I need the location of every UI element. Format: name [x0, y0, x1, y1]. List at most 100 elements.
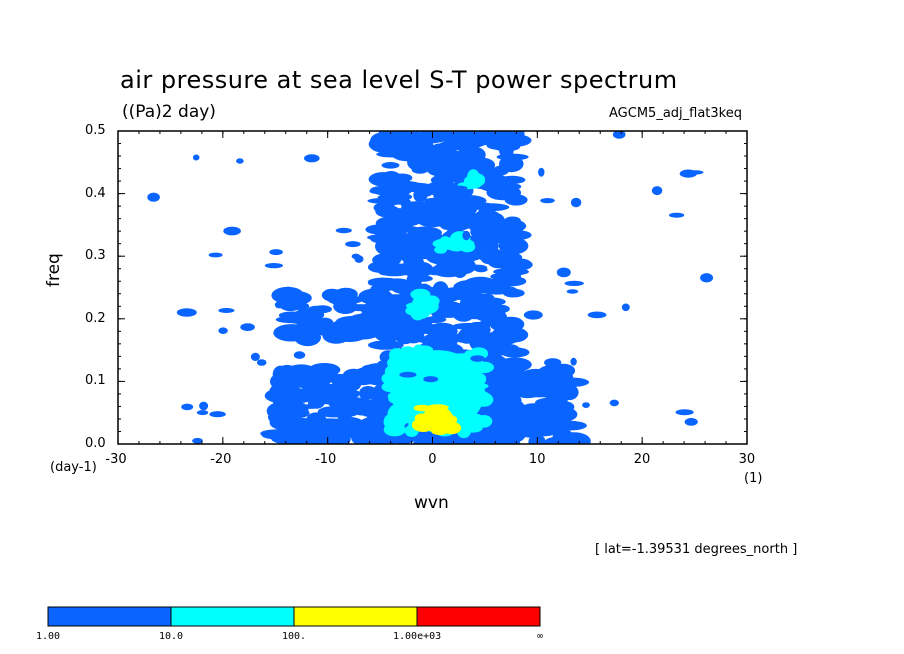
contour-level-1-patch: [147, 192, 160, 202]
contour-level-1-blob: [442, 202, 458, 211]
colorbar-level-label: ∞: [537, 631, 544, 642]
contour-level-1-patch: [196, 410, 209, 416]
contour-level-1-blob: [412, 433, 431, 440]
colorbar-level-label: 100.: [282, 631, 307, 642]
y-tick-label: 0.0: [85, 436, 106, 451]
x-tick-label: -20: [210, 452, 232, 467]
contour-level-1-patch: [406, 206, 416, 214]
contour-level-1-patch: [609, 399, 619, 407]
contour-level-1-patch: [176, 308, 197, 317]
colorbar-segment: [171, 607, 294, 626]
contour-level-1-blob: [449, 288, 481, 301]
x-tick-label: 0: [428, 452, 437, 467]
y-axis-unit: (day-1): [50, 460, 97, 475]
plot-area: [147, 131, 714, 444]
colorbar-segment: [48, 607, 171, 626]
contour-level-1-blob: [557, 432, 591, 444]
contour-level-1-patch: [523, 310, 543, 320]
contour-level-1-patch: [570, 357, 577, 366]
contour-level-1-blob: [477, 207, 495, 219]
contour-level-1-blob: [367, 261, 394, 274]
contour-level-1-patch: [218, 308, 235, 313]
contour-level-3-blob: [413, 404, 431, 412]
contour-level-1-patch: [345, 241, 361, 248]
contour-level-1-blob: [284, 421, 321, 434]
contour-level-1-patch: [209, 411, 226, 418]
contour-level-1-patch: [192, 154, 200, 161]
contour-level-1-blob: [334, 402, 366, 409]
contour-level-1-blob: [502, 288, 525, 298]
x-tick-label: -10: [315, 452, 337, 467]
y-tick-label: 0.4: [85, 185, 106, 201]
contour-level-1-patch: [429, 327, 442, 332]
contour-level-1-blob: [359, 392, 393, 400]
contour-level-1-patch: [493, 165, 510, 175]
contour-level-1-patch: [469, 325, 489, 332]
contour-level-1-patch: [561, 373, 571, 380]
contour-level-1-patch: [540, 198, 555, 204]
contour-level-1-blob: [504, 216, 521, 225]
contour-level-1-patch: [304, 154, 320, 163]
contour-level-1-patch: [181, 403, 194, 411]
contour-level-1-blob: [478, 248, 506, 264]
contour-level-1-blob: [393, 263, 413, 271]
contour-level-1-patch: [570, 197, 582, 208]
x-tick-label: 30: [738, 452, 756, 467]
contour-level-1-patch: [414, 326, 425, 332]
contour-level-1-patch: [582, 402, 590, 408]
contour-level-1-blob: [383, 278, 411, 289]
contour-level-1-blob: [368, 340, 404, 350]
contour-level-1-blob: [313, 305, 332, 314]
contour-level-1-blob: [552, 412, 570, 429]
contour-level-1-patch: [274, 301, 284, 309]
y-tick-label: 0.3: [85, 248, 106, 264]
contour-level-1-patch: [544, 358, 562, 368]
contour-level-1-blob: [485, 278, 513, 286]
units-label: ((Pa)2 day): [122, 102, 216, 122]
contour-level-1-patch: [335, 227, 352, 234]
contour-level-1-blob: [456, 137, 486, 149]
y-tick-label: 0.2: [85, 310, 106, 326]
contour-level-1-blob: [415, 336, 448, 344]
contour-level-1-patch: [675, 409, 694, 416]
contour-level-1-blob: [356, 438, 379, 444]
contour-level-1-patch: [538, 167, 545, 177]
contour-level-1-blob: [492, 142, 521, 152]
contour-level-1-patch: [223, 226, 241, 236]
contour-level-1-patch: [700, 273, 714, 283]
contour-level-1-patch: [621, 303, 630, 312]
contour-level-1-blob: [498, 237, 529, 255]
contour-level-1-blob: [321, 288, 343, 302]
contour-level-1-blob: [387, 233, 423, 249]
contour-level-1-blob: [289, 432, 309, 440]
contour-level-2-core: [432, 237, 475, 250]
contour-level-1-blob: [382, 324, 401, 335]
contour-level-1-patch: [256, 359, 267, 366]
contour-level-1-blob: [284, 408, 310, 419]
contour-level-1-patch: [470, 355, 485, 362]
contour-level-1-blob: [482, 402, 509, 420]
contour-level-1-blob: [454, 332, 471, 343]
contour-level-1-blob: [452, 304, 475, 322]
contour-level-1-blob: [496, 388, 514, 406]
contour-level-1-blob: [532, 382, 562, 392]
contour-level-1-blob: [284, 364, 318, 380]
contour-level-1-patch: [462, 230, 471, 241]
contour-level-1-blob: [407, 261, 434, 278]
contour-level-1-patch: [346, 419, 358, 428]
contour-level-2-core: [411, 293, 433, 319]
contour-level-1-blob: [283, 439, 298, 444]
contour-level-1-blob: [397, 131, 412, 140]
contour-level-1-patch: [679, 169, 697, 178]
contour-level-3-core: [422, 406, 454, 432]
contour-level-1-patch: [684, 418, 698, 426]
contour-level-1-patch: [396, 243, 406, 252]
contour-level-1-blob: [360, 301, 393, 317]
contour-level-1-patch: [199, 401, 209, 411]
contour-level-1-patch: [282, 398, 301, 409]
contour-level-1-blob: [493, 267, 529, 276]
contour-level-1-blob: [296, 317, 331, 335]
contour-level-1-blob: [430, 157, 461, 173]
run-name-label: AGCM5_adj_flat3keq: [609, 106, 742, 121]
contour-level-1-blob: [436, 262, 465, 269]
